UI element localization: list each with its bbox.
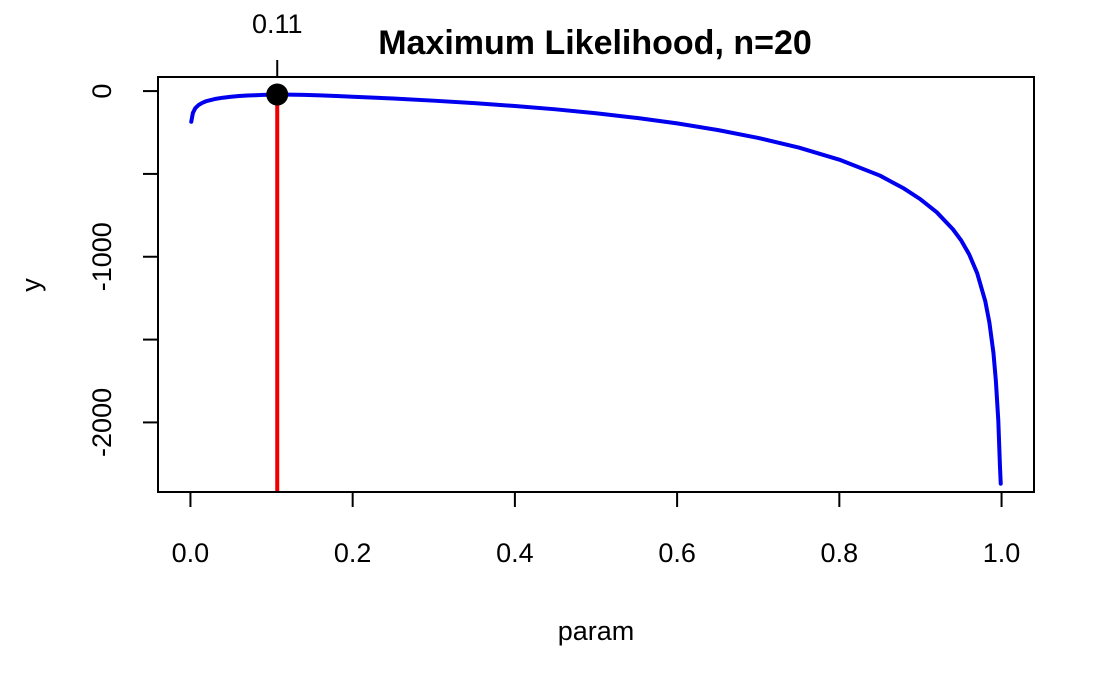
x-axis-label: param — [558, 616, 635, 646]
x-tick-label: 0.6 — [658, 538, 696, 568]
mle-point-layer — [266, 60, 289, 106]
series-line-0 — [189, 92, 1003, 486]
y-tick-label: -2000 — [87, 388, 117, 457]
plot-frame — [157, 76, 1035, 493]
y-tick-label: -1000 — [87, 222, 117, 291]
series-layer — [189, 92, 1003, 486]
x-tick-label: 0.2 — [334, 538, 372, 568]
x-tick-label: 1.0 — [983, 538, 1021, 568]
x-tick-label: 0.8 — [821, 538, 859, 568]
y-tick-label: 0 — [87, 84, 117, 99]
y-axis: 0 -1000 -2000 — [87, 84, 159, 457]
x-tick-label: 0.0 — [172, 538, 210, 568]
mle-label: 0.11 — [252, 9, 303, 39]
x-axis: 0.0 0.2 0.4 0.6 0.8 1.0 — [172, 491, 1021, 568]
y-axis-label: y — [16, 278, 46, 292]
x-tick-label: 0.4 — [496, 538, 534, 568]
mle-point — [266, 83, 289, 106]
chart-title: Maximum Likelihood, n=20 — [378, 24, 812, 62]
